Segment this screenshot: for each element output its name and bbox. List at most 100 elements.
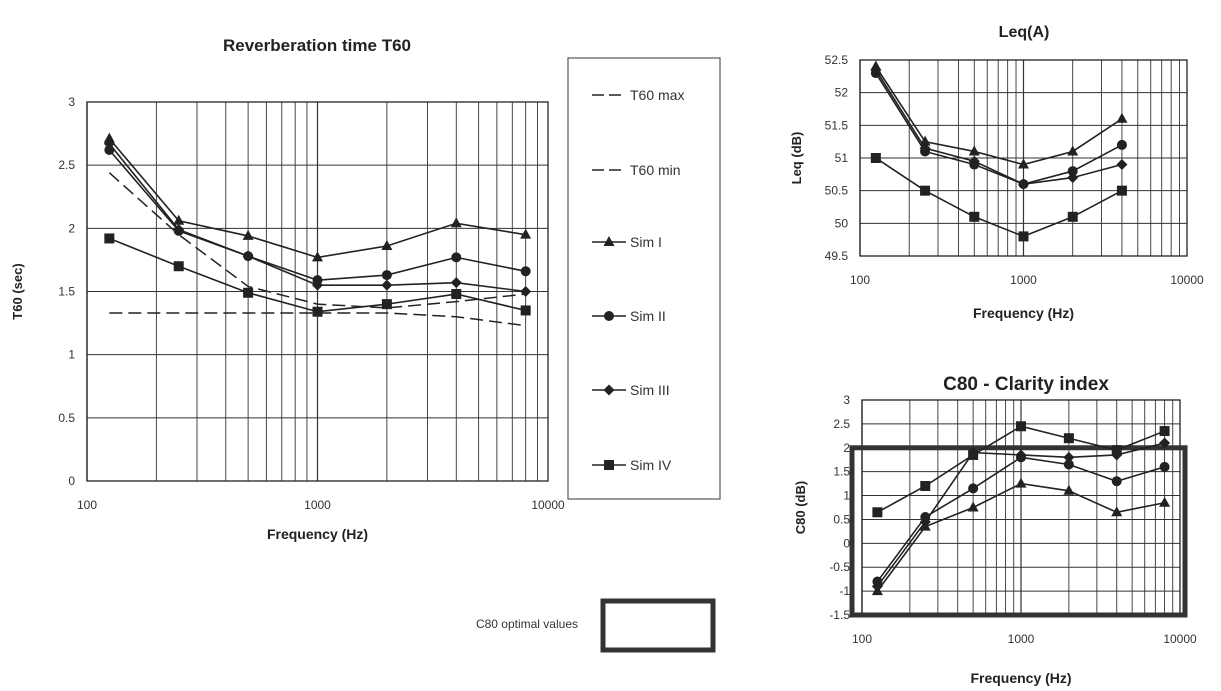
data-point	[520, 266, 531, 277]
data-point	[520, 305, 531, 316]
data-point	[173, 224, 185, 236]
legend-marker	[603, 384, 615, 396]
x-tick-label: 10000	[1163, 632, 1197, 646]
series-sim-iii	[870, 64, 1128, 190]
data-point	[968, 483, 979, 494]
data-point	[1067, 166, 1078, 177]
plot-frame	[859, 59, 1188, 257]
chart-c80: -1.5 -1 -0.5 0 0.5 1 1.5 2 2.5 3 100 1000 10000 C80 -…	[793, 374, 1197, 686]
y-tick-label: 0.5	[833, 512, 850, 526]
data-point	[1063, 433, 1074, 444]
x-tick-label: 1000	[304, 498, 331, 512]
data-point	[920, 481, 931, 491]
data-point	[1063, 484, 1075, 495]
y-tick-label: 1	[68, 348, 75, 362]
data-point	[1067, 145, 1079, 156]
series-line	[875, 66, 1123, 166]
data-point	[968, 449, 979, 460]
x-tick-label: 1000	[1010, 273, 1037, 287]
y-tick-label: 2.5	[833, 417, 850, 431]
data-point	[381, 279, 393, 291]
chart-title: Leq(A)	[999, 24, 1050, 41]
y-tick-label: 3	[843, 393, 850, 407]
data-point	[1067, 172, 1079, 184]
series-sim-i	[103, 132, 532, 262]
legend-label: T60 max	[630, 87, 684, 103]
data-point	[312, 279, 323, 291]
data-point	[381, 270, 392, 281]
x-axis-label: Frequency (Hz)	[970, 670, 1071, 686]
data-point	[450, 217, 462, 228]
data-point	[1116, 185, 1127, 196]
c80-optimal-band	[849, 445, 1188, 618]
data-point	[381, 240, 393, 251]
data-point	[1116, 139, 1127, 150]
y-tick-label: 2	[68, 221, 75, 235]
grid-leq	[859, 59, 1187, 257]
c80-optimal-swatch	[600, 598, 716, 653]
y-tick-label: 51	[835, 151, 849, 165]
data-point	[1016, 421, 1026, 432]
y-tick-label: 1.5	[58, 285, 75, 299]
data-point	[520, 228, 532, 239]
legend-marker	[604, 460, 614, 470]
data-point	[1018, 231, 1029, 242]
data-point	[919, 142, 931, 154]
series-sim-iv	[104, 233, 531, 317]
data-point	[173, 261, 184, 272]
grid-c80	[861, 399, 1180, 616]
c80-optimal-key: C80 optimal values	[476, 598, 716, 653]
data-point	[1159, 426, 1170, 437]
legend-entry: Sim IV	[592, 457, 672, 473]
y-tick-label: 1	[843, 489, 850, 503]
data-point	[242, 250, 254, 262]
data-point	[968, 145, 980, 156]
legend-marker	[603, 236, 615, 246]
grid-t60	[86, 101, 548, 482]
x-tick-label: 100	[852, 632, 872, 646]
data-point	[103, 132, 115, 143]
series-line	[875, 72, 1123, 185]
legend-marker	[604, 311, 614, 321]
legend-entry: Sim I	[592, 234, 662, 250]
data-point	[1015, 449, 1027, 461]
y-tick-label: 50	[835, 216, 849, 230]
legend-frame	[567, 57, 721, 500]
data-point	[1015, 477, 1027, 488]
data-point	[968, 155, 980, 167]
chart-title: C80 - Clarity index	[943, 374, 1109, 395]
data-point	[969, 211, 980, 222]
data-point	[870, 64, 882, 76]
y-tick-label: 52.5	[825, 53, 849, 67]
chart-title: Reverberation time T60	[223, 36, 411, 55]
series-t60-min	[109, 312, 526, 327]
series-line	[875, 69, 1123, 185]
y-tick-label: -1	[839, 584, 850, 598]
legend-label: T60 min	[630, 162, 681, 178]
data-point	[1063, 459, 1074, 470]
legend-entry: T60 max	[592, 87, 684, 103]
data-point	[243, 287, 254, 298]
legend-label: Sim II	[630, 308, 666, 324]
data-point	[103, 138, 115, 150]
data-point	[520, 286, 532, 297]
legend-entry: Sim III	[592, 382, 670, 398]
y-tick-label: 0.5	[58, 411, 75, 425]
x-tick-label: 1000	[1008, 632, 1035, 646]
data-point	[1018, 158, 1029, 169]
legend-entry: Sim II	[592, 308, 666, 324]
data-point	[1111, 476, 1122, 487]
legend: T60 max T60 min Sim I Sim II Sim III Sim IV	[567, 57, 721, 500]
series-line	[108, 172, 526, 309]
y-tick-label: 0	[843, 536, 850, 550]
series-t60-max	[108, 172, 526, 309]
x-axis-label: Frequency (Hz)	[267, 526, 368, 542]
data-point	[381, 299, 392, 310]
data-point	[312, 251, 323, 262]
data-point	[1159, 437, 1171, 449]
data-point	[919, 516, 931, 528]
data-point	[451, 289, 462, 300]
y-axis-label: C80 (dB)	[793, 481, 808, 534]
data-point	[872, 507, 883, 518]
chart-leq: 49.5 50 50.5 51 51.5 52 52.5 100 1000 10000 Leq(A)…	[789, 24, 1204, 321]
